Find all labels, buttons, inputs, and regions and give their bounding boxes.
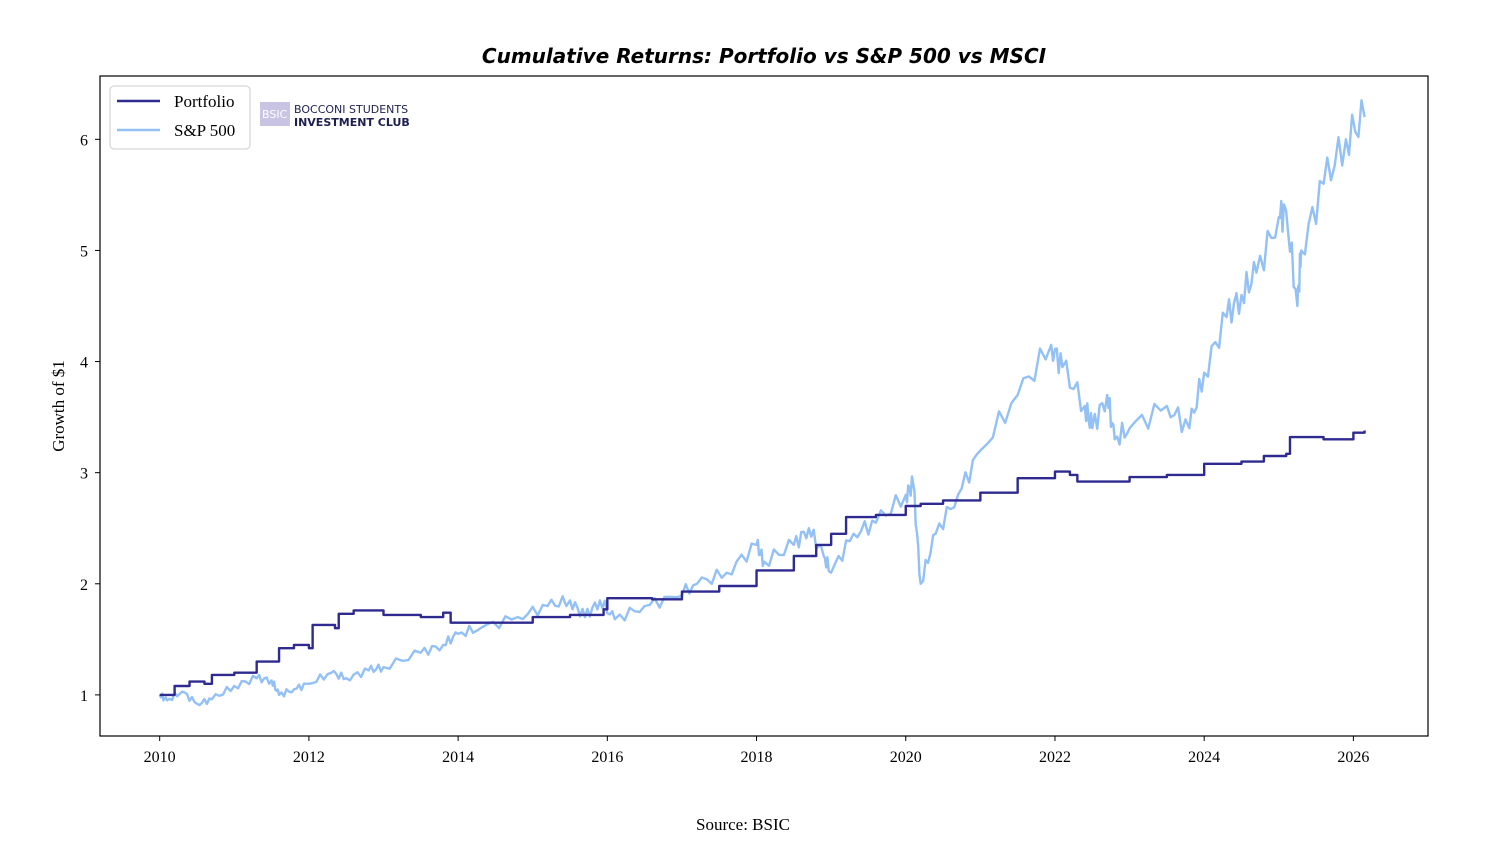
x-tick-label: 2012: [293, 749, 325, 766]
y-tick-label: 4: [80, 355, 88, 372]
legend-label: Portfolio: [174, 92, 234, 111]
x-tick-label: 2010: [144, 749, 176, 766]
series-line-sp500: [158, 99, 1366, 707]
plot-frame: [99, 75, 1429, 737]
x-tick-label: 2018: [741, 749, 773, 766]
x-tick-label: 2020: [890, 749, 922, 766]
svg-text:BOCCONI STUDENTS: BOCCONI STUDENTS: [294, 103, 408, 116]
y-tick-label: 6: [80, 132, 88, 149]
x-tick-label: 2026: [1337, 749, 1369, 766]
chart-title: Cumulative Returns: Portfolio vs S&P 500…: [482, 44, 1047, 68]
y-tick-label: 3: [80, 466, 88, 483]
source-note: Source: BSIC: [696, 815, 790, 834]
y-tick-label: 1: [80, 688, 88, 705]
y-axis-label: Growth of $1: [49, 360, 68, 452]
y-tick-label: 2: [80, 577, 88, 594]
svg-text:BSIC: BSIC: [262, 108, 288, 121]
legend-label: S&P 500: [174, 121, 235, 140]
x-tick-label: 2024: [1188, 749, 1220, 766]
y-tick-label: 5: [80, 243, 88, 260]
legend: Portfolio S&P 500: [109, 85, 251, 150]
bsic-watermark-logo: BSIC BOCCONI STUDENTS INVESTMENT CLUB: [260, 102, 410, 129]
series-line-portfolio: [159, 430, 1366, 697]
svg-text:INVESTMENT CLUB: INVESTMENT CLUB: [294, 116, 410, 129]
x-tick-label: 2016: [591, 749, 623, 766]
x-tick-label: 2014: [442, 749, 474, 766]
x-tick-label: 2022: [1039, 749, 1071, 766]
